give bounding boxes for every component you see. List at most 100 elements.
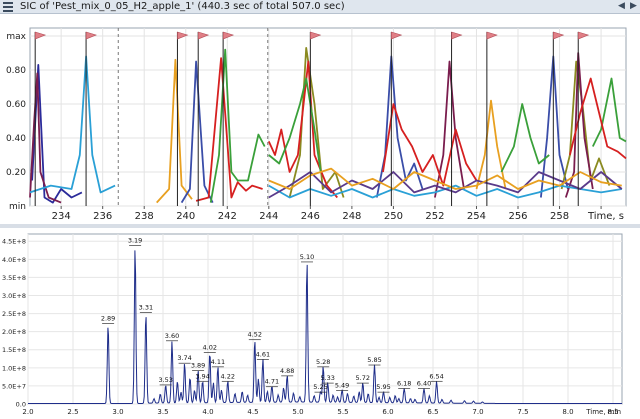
y-tick-label: max bbox=[6, 32, 26, 42]
peak-label: 3.94 bbox=[195, 372, 209, 380]
peak-flag-icon bbox=[577, 31, 590, 40]
sic-series-line bbox=[434, 60, 465, 198]
y-tick-label: 1.0E+8 bbox=[2, 364, 26, 372]
peak-label: 5.49 bbox=[335, 381, 349, 389]
peak-label: 5.33 bbox=[320, 374, 334, 382]
peak-label: 6.18 bbox=[397, 380, 411, 388]
peak-label: 4.02 bbox=[203, 343, 217, 351]
y-tick-label: 0.60 bbox=[6, 100, 26, 110]
chevron-right-icon[interactable]: ▶ bbox=[630, 1, 637, 11]
x-tick-label: 3.5 bbox=[157, 408, 168, 416]
peak-label: 4.52 bbox=[248, 331, 262, 339]
peak-label: 5.72 bbox=[356, 374, 370, 382]
peak-label: 6.54 bbox=[429, 372, 443, 380]
sic-series-line bbox=[29, 55, 116, 194]
sic-series-line bbox=[591, 77, 627, 147]
x-tick-label: 6.0 bbox=[382, 408, 393, 416]
peak-label: 2.89 bbox=[101, 314, 115, 322]
peak-flag-icon bbox=[451, 31, 463, 40]
sic-series-line bbox=[268, 167, 622, 190]
peak-label: 3.89 bbox=[191, 361, 205, 369]
hamburger-menu-icon[interactable] bbox=[3, 2, 13, 12]
y-tick-label: 5.0E+7 bbox=[2, 382, 26, 390]
peak-label: 5.28 bbox=[316, 358, 330, 366]
peak-label: 4.88 bbox=[280, 367, 294, 375]
peak-label: 3.31 bbox=[139, 304, 153, 312]
x-tick-label: 7.5 bbox=[517, 408, 528, 416]
x-tick-label: 2.5 bbox=[67, 408, 78, 416]
x-tick-label: 258 bbox=[550, 211, 569, 222]
panel-splitter[interactable] bbox=[0, 224, 640, 228]
x-tick-label: 234 bbox=[52, 211, 71, 222]
window-title: SIC of 'Pest_mix_0_05_H2_apple_1' (440.3… bbox=[20, 1, 345, 12]
peak-label: 3.19 bbox=[128, 237, 142, 245]
x-tick-label: 2.0 bbox=[22, 408, 33, 416]
x-tick-label: 7.0 bbox=[472, 408, 483, 416]
sic-series-line bbox=[31, 64, 83, 204]
x-tick-label: 5.0 bbox=[292, 408, 303, 416]
y-tick-label: 4.5E+8 bbox=[2, 238, 26, 246]
sic-series-line bbox=[569, 77, 627, 160]
peak-flag-icon bbox=[85, 31, 97, 40]
peak-label: 4.71 bbox=[265, 378, 279, 386]
y-tick-label: 0.40 bbox=[6, 134, 26, 144]
peak-label: 3.53 bbox=[158, 376, 172, 384]
sic-series-line bbox=[267, 60, 338, 199]
sic-series-line bbox=[268, 77, 322, 173]
x-axis-label: Time, s bbox=[587, 211, 624, 222]
plot-area bbox=[29, 27, 627, 207]
sic-series-line bbox=[475, 99, 507, 190]
peak-flag-icon bbox=[553, 31, 565, 40]
tic-trace-line bbox=[28, 250, 622, 404]
peak-flag-icon bbox=[391, 31, 403, 40]
window-title-bar: SIC of 'Pest_mix_0_05_H2_apple_1' (440.3… bbox=[0, 0, 640, 14]
peak-label: 3.74 bbox=[177, 354, 191, 362]
x-axis-label: Time, min bbox=[585, 408, 621, 416]
x-tick-label: 250 bbox=[384, 211, 403, 222]
y-tick-label: 1.5E+8 bbox=[2, 346, 26, 354]
y-tick-label: 0.0 bbox=[16, 401, 26, 409]
peak-label: 4.22 bbox=[221, 372, 235, 380]
peak-flag-icon bbox=[486, 31, 498, 40]
x-tick-label: 5.5 bbox=[337, 408, 348, 416]
peak-flag-icon bbox=[222, 31, 235, 40]
x-tick-label: 246 bbox=[301, 211, 320, 222]
x-tick-label: 4.0 bbox=[202, 408, 213, 416]
chevron-left-icon[interactable]: ◀ bbox=[618, 1, 625, 11]
y-tick-label: min bbox=[9, 202, 26, 212]
y-tick-label: 0.20 bbox=[6, 168, 26, 178]
x-tick-label: 242 bbox=[218, 211, 237, 222]
sic-series-line bbox=[500, 103, 550, 173]
peak-label: 4.61 bbox=[256, 351, 270, 359]
y-tick-label: 4.0E+8 bbox=[2, 256, 26, 264]
x-tick-label: 244 bbox=[259, 211, 278, 222]
peak-flag-icon bbox=[34, 31, 47, 40]
x-tick-label: 256 bbox=[508, 211, 527, 222]
peak-flag-icon bbox=[310, 31, 322, 40]
sic-series-line bbox=[29, 72, 62, 204]
x-tick-label: 236 bbox=[93, 211, 112, 222]
y-tick-label: 3.0E+8 bbox=[2, 292, 26, 300]
sic-series-line bbox=[382, 103, 478, 187]
x-tick-label: 252 bbox=[425, 211, 444, 222]
x-tick-label: 248 bbox=[342, 211, 361, 222]
peak-flag-icon bbox=[177, 31, 189, 40]
peak-label: 5.25 bbox=[313, 383, 327, 391]
y-tick-label: 0.80 bbox=[6, 66, 26, 76]
sic-series-line bbox=[195, 57, 263, 202]
y-tick-label: 2.5E+8 bbox=[2, 310, 26, 318]
y-tick-label: 2.0E+8 bbox=[2, 328, 26, 336]
x-tick-label: 3.0 bbox=[112, 408, 123, 416]
peak-flag-icon bbox=[197, 31, 210, 40]
peak-label: 5.95 bbox=[376, 383, 390, 391]
sic-chart[interactable]: min 0.20 0.40 0.60 0.80 max 234 236 238 240 242 244… bbox=[0, 14, 640, 224]
x-tick-label: 6.5 bbox=[427, 408, 438, 416]
peak-label: 5.85 bbox=[367, 356, 381, 364]
sic-series-line bbox=[156, 58, 193, 204]
x-tick-label: 240 bbox=[176, 211, 195, 222]
x-tick-label: 4.5 bbox=[247, 408, 258, 416]
peak-label: 5.10 bbox=[300, 253, 314, 261]
x-tick-label: 8.5 bbox=[607, 408, 618, 416]
tic-chart[interactable]: 0.0 5.0E+7 1.0E+8 1.5E+8 2.0E+8 2.5E+8 3.0E+8 3… bbox=[0, 228, 640, 419]
peak-label: 4.11 bbox=[211, 358, 225, 366]
